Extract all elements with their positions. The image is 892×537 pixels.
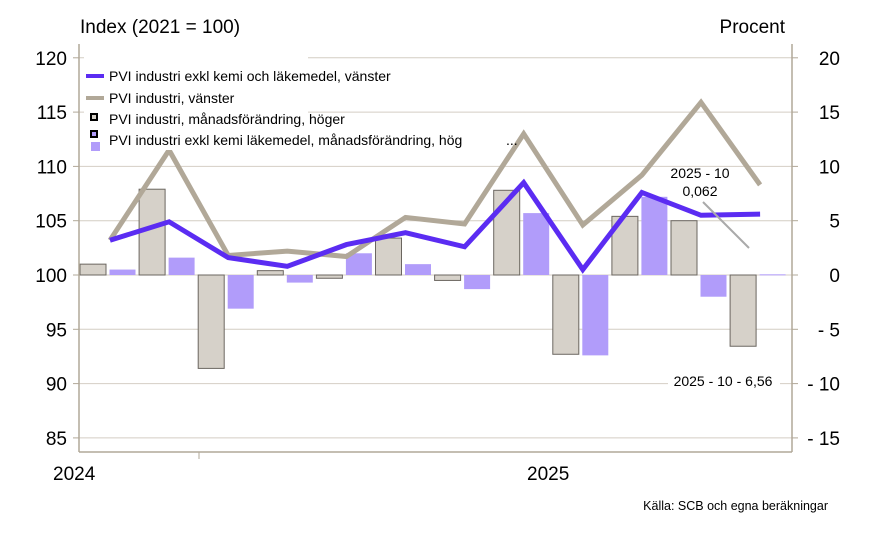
annotations: 2025 - 10 0,062 2025 - 10 - 6,56 xyxy=(668,165,780,389)
right-tick-label: 10 xyxy=(819,157,840,178)
bar-pvi-industri-change xyxy=(315,274,343,279)
bar-pvi-exkl-change xyxy=(286,275,313,283)
bar-pvi-exkl-change xyxy=(582,275,609,356)
legend-overflow-ellipsis: ... xyxy=(506,132,518,148)
annotation-leader-line xyxy=(702,201,750,249)
bar-pvi-exkl-change xyxy=(405,264,431,275)
bar-pvi-exkl-change xyxy=(759,274,786,276)
left-tick-label: 85 xyxy=(46,429,67,450)
legend-square-swatch xyxy=(90,113,98,121)
bar-pvi-industri-change xyxy=(729,274,757,347)
legend-label: PVI industri exkl kemi och läkemedel, vä… xyxy=(109,68,391,84)
bar-pvi-exkl-change xyxy=(700,275,727,297)
right-tick-label: 5 xyxy=(829,212,840,233)
left-tick-label: 90 xyxy=(46,375,67,396)
bar-pvi-industri-change xyxy=(256,270,284,276)
right-tick-label: 20 xyxy=(819,49,840,70)
bar-pvi-exkl-change xyxy=(227,275,254,309)
bar-pvi-industri-change xyxy=(197,274,225,369)
legend-label: PVI industri exkl kemi läkemedel, månads… xyxy=(109,132,462,148)
bar-pvi-industri-change xyxy=(375,237,402,276)
bar-pvi-exkl-change xyxy=(345,253,372,275)
right-tick-label: - 15 xyxy=(807,429,840,450)
bar-pvi-industri-change xyxy=(552,274,580,355)
line-pvi-exkl-kemi xyxy=(109,178,761,274)
right-tick-label: - 10 xyxy=(807,375,840,396)
left-tick-label: 95 xyxy=(46,320,67,341)
bar-pvi-industri-change xyxy=(670,220,698,276)
left-tick-label: 105 xyxy=(35,212,67,233)
right-tick-label: 15 xyxy=(819,103,840,124)
right-tick-label: 0 xyxy=(829,266,840,287)
right-tick-label: - 5 xyxy=(818,320,840,341)
source-note: Källa: SCB och egna beräkningar xyxy=(643,499,828,513)
left-tick-label: 115 xyxy=(37,103,67,124)
legend-square-swatch xyxy=(90,130,98,138)
left-tick-label: 100 xyxy=(35,266,67,287)
bar-pvi-industri-change xyxy=(79,263,107,276)
x-tick-label: 2025 xyxy=(527,464,569,485)
bar-pvi-exkl-change xyxy=(109,269,136,275)
line-pvi-industri xyxy=(107,98,763,260)
left-axis-title: Index (2021 = 100) xyxy=(80,17,240,38)
legend: PVI industri exkl kemi och läkemedel, vä… xyxy=(84,50,518,151)
lines xyxy=(107,98,763,274)
annotation-label: 2025 - 10 - 6,56 xyxy=(674,373,773,389)
legend-square-swatch xyxy=(91,142,100,151)
bar-pvi-exkl-change xyxy=(464,275,491,290)
bar-pvi-exkl-change xyxy=(168,257,195,275)
bar-pvi-exkl-change xyxy=(523,213,550,275)
legend-background xyxy=(84,50,308,150)
left-tick-label: 110 xyxy=(37,157,67,178)
right-axis-title: Procent xyxy=(720,17,786,38)
annotation-background xyxy=(668,371,780,389)
bars xyxy=(79,188,786,369)
annotation-label: 2025 - 10 xyxy=(670,165,729,181)
bar-pvi-industri-change xyxy=(434,274,462,281)
left-tick-label: 120 xyxy=(35,49,67,70)
x-tick-label: 2024 xyxy=(53,464,96,485)
annotation-label: 0,062 xyxy=(682,183,717,199)
legend-label: PVI industri, månadsförändring, höger xyxy=(109,111,345,127)
bar-pvi-exkl-change xyxy=(641,196,668,275)
legend-label: PVI industri, vänster xyxy=(109,90,235,106)
